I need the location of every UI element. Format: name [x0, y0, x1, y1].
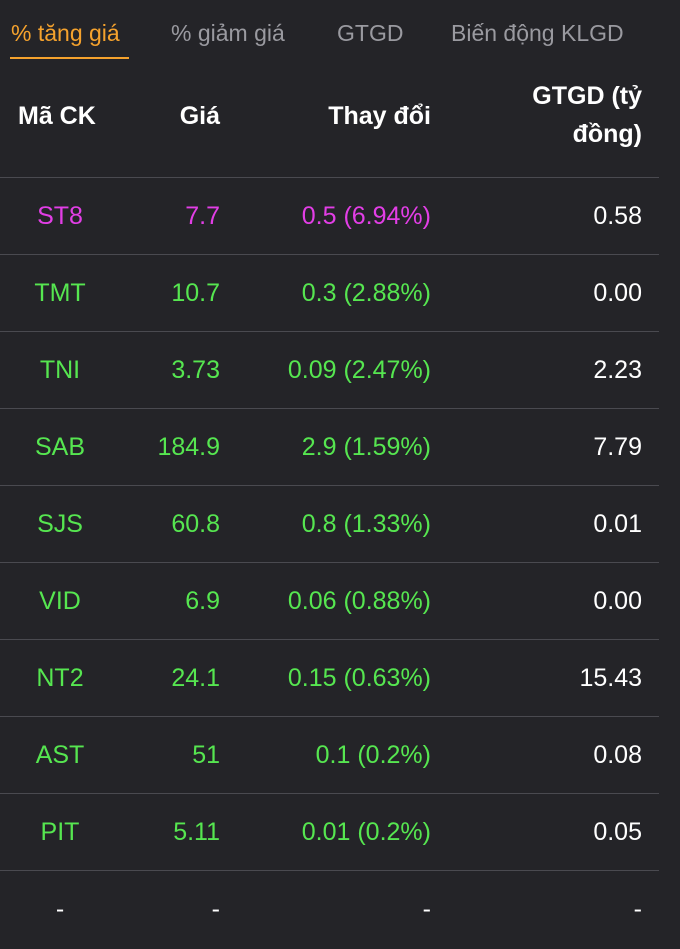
tab-trading-value[interactable]: GTGD — [337, 20, 404, 46]
active-tab-indicator — [10, 57, 129, 59]
stock-price: 184.9 — [157, 433, 220, 461]
stock-change: 0.01 (0.2%) — [301, 818, 431, 846]
stock-price: 6.9 — [185, 587, 220, 615]
stock-trading-value: 0.00 — [593, 279, 642, 307]
stock-code[interactable]: TNI — [39, 356, 81, 384]
stock-price: 5.11 — [173, 818, 220, 846]
tab-volume-change[interactable]: Biến động KLGD — [451, 20, 624, 46]
stock-trading-value: 0.00 — [593, 587, 642, 615]
stock-trading-value: 0.08 — [593, 741, 642, 769]
stock-price: 3.73 — [171, 356, 220, 384]
stock-price: 60.8 — [171, 510, 220, 538]
stock-change: 0.15 (0.63%) — [287, 664, 431, 692]
table-row[interactable]: TNI 3.73 0.09 (2.47%) 2.23 — [0, 332, 659, 409]
stock-code[interactable]: SJS — [37, 510, 83, 538]
table-row[interactable]: VID 6.9 0.06 (0.88%) 0.00 — [0, 563, 659, 640]
stock-code[interactable]: TMT — [34, 279, 86, 307]
stock-price: 51 — [192, 741, 220, 769]
stock-code[interactable]: - — [55, 895, 65, 923]
stock-code[interactable]: ST8 — [37, 202, 83, 230]
stock-price: 7.7 — [185, 202, 220, 230]
column-header-code[interactable]: Mã CK — [18, 102, 96, 130]
table-row[interactable]: SAB 184.9 2.9 (1.59%) 7.79 — [0, 409, 659, 486]
table-row[interactable]: SJS 60.8 0.8 (1.33%) 0.01 — [0, 486, 659, 563]
stock-trading-value: 0.58 — [593, 202, 642, 230]
stock-trading-value: 7.79 — [593, 433, 642, 461]
stock-code[interactable]: AST — [35, 741, 85, 769]
stock-change: 0.3 (2.88%) — [301, 279, 431, 307]
table-row[interactable]: ST8 7.7 0.5 (6.94%) 0.58 — [0, 178, 659, 255]
table-row[interactable]: ---- — [0, 871, 659, 947]
stock-change: - — [422, 895, 431, 923]
stock-trading-value: 15.43 — [579, 664, 642, 692]
stock-change: 0.1 (0.2%) — [315, 741, 431, 769]
table-row[interactable]: NT2 24.1 0.15 (0.63%) 15.43 — [0, 640, 659, 717]
stock-price: - — [211, 895, 220, 923]
stock-trading-value: 2.23 — [593, 356, 642, 384]
stock-trading-value: 0.01 — [593, 510, 642, 538]
stock-table-body: ST8 7.7 0.5 (6.94%) 0.58 TMT 10.7 0.3 (2.88%) 0… — [0, 178, 680, 947]
tab-percent-increase[interactable]: % tăng giá — [11, 20, 120, 46]
stock-code[interactable]: SAB — [34, 433, 86, 461]
tab-bar: % tăng giá % giảm giá GTGD Biến động KLG… — [0, 0, 680, 70]
stock-change: 2.9 (1.59%) — [301, 433, 431, 461]
column-header-value-line1: GTGD (tỷ — [532, 82, 642, 110]
table-row[interactable]: TMT 10.7 0.3 (2.88%) 0.00 — [0, 255, 659, 332]
column-header-price[interactable]: Giá — [179, 102, 220, 130]
stock-change: 0.5 (6.94%) — [301, 202, 431, 230]
stock-code[interactable]: PIT — [40, 818, 80, 846]
stock-trading-value: - — [633, 895, 642, 923]
table-row[interactable]: AST 51 0.1 (0.2%) 0.08 — [0, 717, 659, 794]
stock-change: 0.09 (2.47%) — [287, 356, 431, 384]
column-header-value[interactable]: GTGD (tỷ đồng) — [462, 77, 642, 153]
stock-price: 24.1 — [171, 664, 220, 692]
column-header-value-line2: đồng) — [572, 120, 642, 148]
tab-percent-decrease[interactable]: % giảm giá — [171, 20, 285, 46]
stock-change: 0.06 (0.88%) — [287, 587, 431, 615]
stock-trading-value: 0.05 — [593, 818, 642, 846]
table-row[interactable]: PIT 5.11 0.01 (0.2%) 0.05 — [0, 794, 659, 871]
table-header: Mã CK Giá Thay đổi GTGD (tỷ đồng) — [0, 70, 659, 178]
column-header-change[interactable]: Thay đổi — [328, 102, 431, 130]
stock-change: 0.8 (1.33%) — [301, 510, 431, 538]
stock-price: 10.7 — [171, 279, 220, 307]
stock-code[interactable]: VID — [39, 587, 81, 615]
stock-code[interactable]: NT2 — [36, 664, 84, 692]
